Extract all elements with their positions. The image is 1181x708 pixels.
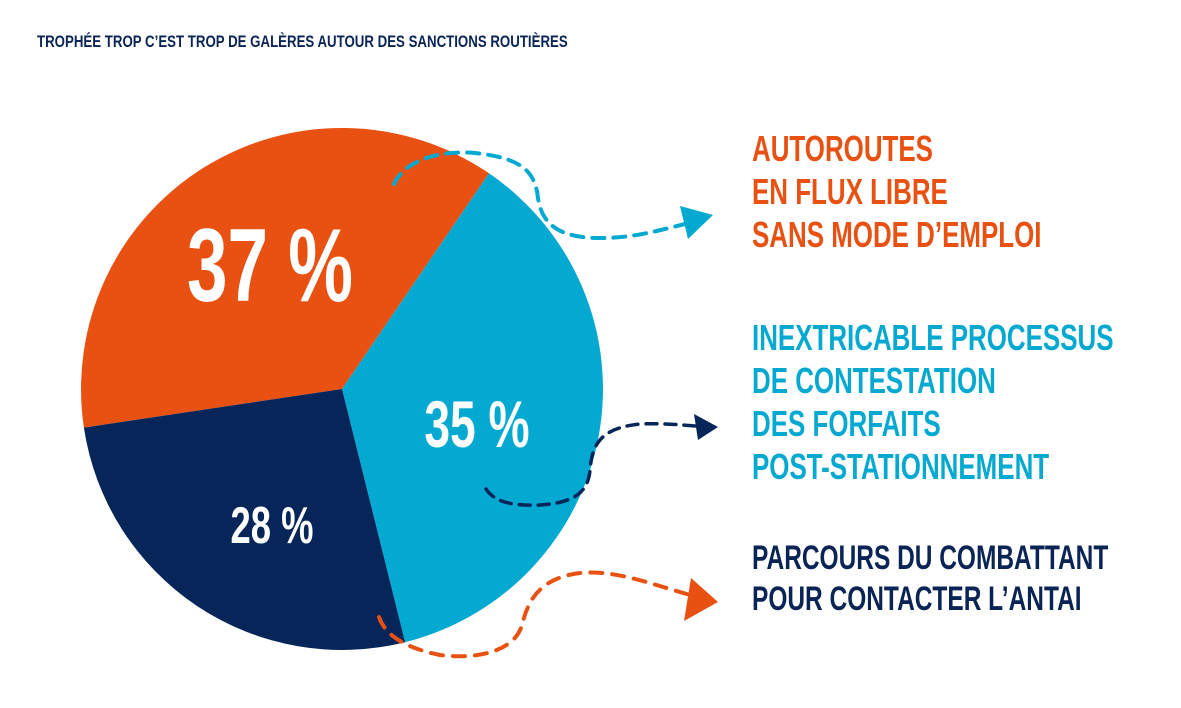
pie-slice-cyan: [342, 173, 603, 643]
legend-item-antai: PARCOURS DU COMBATTANT POUR CONTACTER L’…: [752, 538, 1108, 620]
pie-slice-orange: [81, 127, 490, 428]
legend-line: POST-STATIONNEMENT: [752, 446, 1050, 487]
legend-line: AUTOROUTES: [752, 128, 933, 169]
cyan-arrowhead-icon: [680, 206, 713, 239]
legend-line: SANS MODE D’EMPLOI: [752, 214, 1042, 255]
slice-label-35: 35 %: [424, 388, 529, 462]
legend-line: POUR CONTACTER L’ANTAI: [752, 580, 1082, 618]
navy-arrowhead-icon: [694, 414, 718, 440]
slice-label-37: 37 %: [187, 208, 353, 324]
cyan-dashed-arrow: [392, 150, 687, 241]
legend-line: DE CONTESTATION: [752, 360, 996, 401]
slice-label-28: 28 %: [231, 495, 314, 554]
legend-line: DES FORFAITS: [752, 403, 941, 444]
legend-item-contestation: INEXTRICABLE PROCESSUS DE CONTESTATION D…: [752, 316, 1113, 488]
navy-dashed-arrow: [484, 422, 697, 507]
legend-line: EN FLUX LIBRE: [752, 171, 948, 212]
orange-dashed-arrow: [377, 570, 692, 659]
pie-slice-navy: [83, 389, 406, 650]
legend-item-autoroutes: AUTOROUTES EN FLUX LIBRE SANS MODE D’EMP…: [752, 127, 1041, 256]
legend-line: PARCOURS DU COMBATTANT: [752, 539, 1109, 577]
legend-line: INEXTRICABLE PROCESSUS: [752, 317, 1114, 358]
page-title: TROPHÉE TROP C’EST TROP DE GALÈRES AUTOU…: [37, 32, 568, 51]
orange-arrowhead-icon: [684, 578, 718, 621]
